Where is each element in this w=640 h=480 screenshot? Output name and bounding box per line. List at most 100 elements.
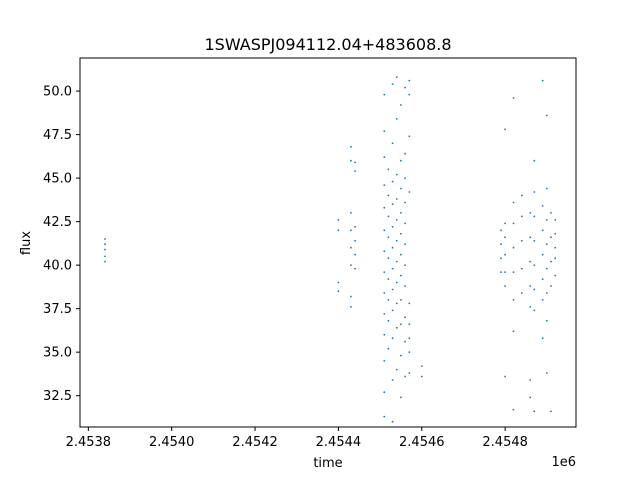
data-point <box>400 187 402 190</box>
scatter-points <box>104 76 557 423</box>
data-point <box>545 372 548 374</box>
y-tick-label: 45.0 <box>43 172 72 187</box>
data-point <box>395 260 398 263</box>
data-point <box>383 184 386 187</box>
data-point <box>104 260 106 263</box>
data-point <box>533 309 536 312</box>
data-point <box>383 360 386 362</box>
data-point <box>545 267 548 270</box>
data-point <box>391 309 394 312</box>
data-point <box>512 97 515 99</box>
data-point <box>550 236 552 239</box>
data-point <box>408 372 411 374</box>
data-point <box>350 264 352 266</box>
data-point <box>391 142 394 145</box>
data-point <box>354 161 356 164</box>
data-point <box>408 351 411 354</box>
data-point <box>350 145 352 148</box>
data-point <box>400 159 402 162</box>
x-tick-label: 2.4540 <box>149 435 195 450</box>
x-tick-label: 2.4544 <box>316 435 362 450</box>
data-point <box>400 253 402 256</box>
data-point <box>383 206 386 209</box>
data-point <box>404 243 406 246</box>
data-point <box>354 170 356 173</box>
data-point <box>391 288 394 291</box>
data-point <box>545 219 548 221</box>
y-tick-label: 47.5 <box>43 128 72 143</box>
data-point <box>404 375 406 378</box>
data-point <box>512 271 515 273</box>
data-point <box>387 194 390 197</box>
data-point <box>400 299 402 301</box>
data-point <box>504 253 506 256</box>
data-point <box>533 410 536 413</box>
data-point <box>541 278 544 280</box>
data-point <box>395 368 398 371</box>
data-point <box>395 302 398 305</box>
y-axis-label: flux <box>19 231 34 255</box>
data-point <box>104 248 106 251</box>
data-point <box>391 203 394 206</box>
data-point <box>500 257 502 260</box>
data-point <box>354 239 356 242</box>
data-point <box>395 118 398 120</box>
data-point <box>350 295 352 298</box>
y-tick-label: 50.0 <box>43 85 72 100</box>
data-point <box>541 229 544 232</box>
data-point <box>350 229 352 232</box>
data-point <box>504 285 506 287</box>
data-point <box>541 337 544 340</box>
data-point <box>404 316 406 319</box>
data-point <box>391 337 394 340</box>
data-point <box>404 264 406 266</box>
data-point <box>545 319 548 322</box>
y-tick-label: 35.0 <box>43 346 72 361</box>
data-point <box>337 229 340 232</box>
x-axis-label: time <box>313 456 342 471</box>
data-point <box>395 76 398 78</box>
data-point <box>554 257 557 260</box>
data-point <box>104 243 106 246</box>
data-point <box>400 396 402 399</box>
data-point <box>391 246 394 249</box>
data-point <box>404 222 406 225</box>
data-point <box>408 79 411 82</box>
data-point <box>395 281 398 284</box>
data-point <box>529 396 532 399</box>
data-point <box>395 326 398 329</box>
y-tick-label: 37.5 <box>43 302 72 317</box>
data-point <box>404 201 406 204</box>
data-point <box>350 306 352 308</box>
data-point <box>404 152 406 155</box>
data-point <box>529 260 532 263</box>
data-point <box>529 236 532 239</box>
data-point <box>554 274 557 277</box>
data-point <box>541 299 544 301</box>
plot-frame <box>79 57 577 428</box>
data-point <box>337 290 340 293</box>
data-point <box>554 232 557 235</box>
data-point <box>541 79 544 82</box>
data-point <box>504 375 506 378</box>
data-point <box>350 246 352 249</box>
data-point <box>383 313 386 315</box>
data-point <box>404 177 406 180</box>
data-point <box>550 260 552 263</box>
data-point <box>520 292 523 294</box>
data-point <box>404 340 406 343</box>
data-point <box>387 347 390 350</box>
data-point <box>512 299 515 301</box>
x-offset-label: 1e6 <box>551 455 576 470</box>
data-point <box>500 271 502 273</box>
data-point <box>387 278 390 280</box>
data-point <box>383 415 386 418</box>
data-point <box>533 191 536 193</box>
data-point <box>529 212 532 214</box>
data-point <box>533 159 536 162</box>
data-point <box>383 130 386 133</box>
data-point <box>408 191 411 193</box>
data-point <box>395 198 398 200</box>
data-point <box>391 83 394 85</box>
data-point <box>383 93 386 96</box>
